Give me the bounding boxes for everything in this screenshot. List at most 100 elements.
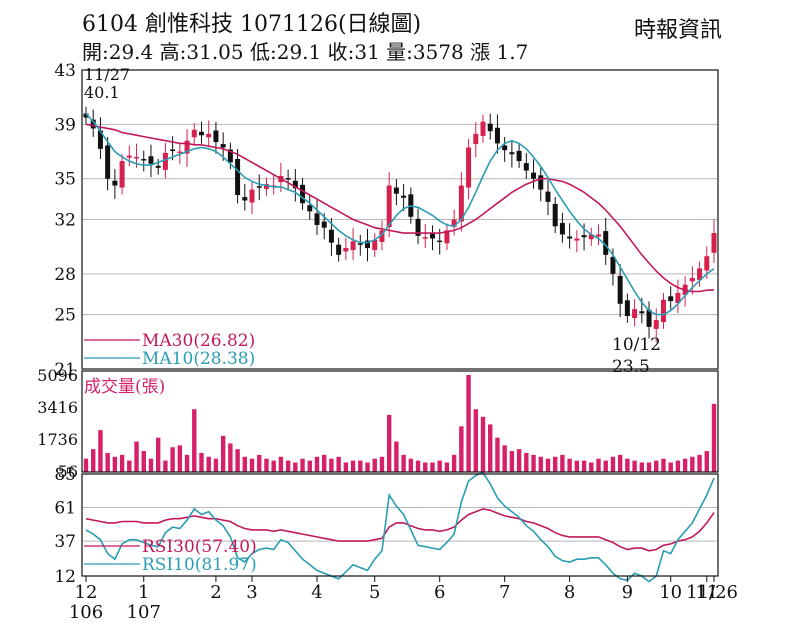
x-tick-label: 3 — [246, 582, 257, 603]
volume-bar — [235, 449, 240, 472]
candle-body — [249, 189, 255, 203]
low-date-label: 10/12 — [612, 335, 661, 355]
candle-body — [307, 205, 313, 212]
rsi30-line — [85, 508, 715, 552]
candle-body — [545, 191, 551, 202]
ma30-line — [85, 123, 715, 293]
rsi10-legend-label: RSI10(81.97) — [142, 555, 257, 575]
candle-body — [184, 140, 190, 154]
data-source-label: 時報資訊 — [633, 18, 722, 43]
candle-body — [119, 161, 125, 188]
x-tick-sublabel: 107 — [127, 602, 161, 623]
volume-bar — [329, 458, 334, 472]
candle-body — [386, 185, 392, 227]
volume-bar — [524, 452, 529, 472]
candle-body — [458, 185, 464, 222]
volume-bar — [199, 452, 204, 472]
volume-bar — [697, 454, 702, 472]
candle-body — [220, 144, 226, 148]
volume-bar — [581, 460, 587, 472]
candle-body — [559, 222, 565, 235]
candle-body — [581, 235, 587, 238]
candle-body — [624, 300, 630, 316]
candle-body — [191, 129, 197, 138]
volume-bar — [300, 458, 305, 472]
price-tick-label: 35 — [54, 170, 76, 190]
price-tick-label: 28 — [54, 265, 76, 285]
x-tick-label: 11/26 — [686, 582, 738, 603]
volume-bar — [596, 458, 601, 472]
volume-bar — [589, 462, 594, 472]
candle-body — [567, 236, 573, 239]
candle-body — [227, 149, 233, 163]
candle-body — [711, 233, 717, 253]
x-tick-label: 2 — [210, 582, 221, 603]
candle-body — [596, 234, 602, 237]
candle-body — [653, 320, 659, 329]
volume-bar — [350, 460, 356, 472]
volume-bar — [466, 375, 471, 472]
candle-body — [632, 309, 638, 319]
volume-bar — [639, 462, 645, 472]
panel-frame — [81, 473, 719, 577]
volume-bar — [495, 437, 500, 472]
candle-body — [170, 149, 176, 152]
volume-bar — [444, 462, 450, 472]
volume-bar — [242, 456, 248, 472]
volume-bar — [314, 456, 320, 472]
volume-bar — [574, 460, 580, 472]
candle-body — [336, 244, 342, 255]
candle-body — [531, 172, 537, 179]
candle-body — [610, 256, 616, 274]
volume-bar — [112, 456, 118, 472]
candle-body — [83, 113, 89, 118]
volume-tick-label: 56 — [58, 462, 78, 481]
volume-bar — [220, 435, 226, 472]
volume-bar — [567, 458, 572, 472]
volume-bar — [459, 426, 464, 472]
x-tick-label: 6 — [434, 582, 445, 603]
price-tick-label: 21 — [54, 360, 76, 380]
volume-bar — [538, 456, 543, 472]
quote-summary: 開:29.4 高:31.05 低:29.1 收:31 量:3578 漲 1.7 — [82, 40, 529, 64]
ma10-line — [85, 112, 715, 316]
candle-body — [494, 127, 500, 144]
x-tick-label: 8 — [564, 582, 575, 603]
candle-body — [357, 243, 363, 245]
volume-bar — [430, 462, 435, 472]
volume-bar — [307, 460, 312, 472]
volume-bar — [192, 409, 197, 472]
volume-bar — [83, 458, 89, 472]
volume-bar — [206, 456, 211, 472]
candle-body — [235, 159, 241, 196]
rsi-tick-label: 37 — [54, 532, 76, 552]
volume-bar — [264, 458, 269, 472]
candle-body — [256, 186, 262, 188]
volume-bar — [343, 462, 349, 472]
volume-bar — [502, 445, 507, 472]
candle-body — [112, 180, 118, 186]
rsi-tick-label: 85 — [54, 465, 76, 485]
rsi10-line — [85, 471, 715, 583]
volume-bar — [704, 451, 709, 472]
volume-bar — [278, 456, 284, 472]
volume-bar — [155, 437, 161, 472]
volume-bar — [163, 460, 168, 472]
volume-bar — [148, 458, 154, 472]
price-tick-label: 43 — [54, 61, 76, 81]
volume-bar — [451, 454, 457, 472]
candle-body — [588, 234, 594, 240]
candle-body — [704, 256, 710, 271]
volume-bar — [625, 458, 630, 472]
candle-body — [126, 155, 132, 158]
low-value-label: 23.5 — [612, 357, 650, 377]
candle-body — [617, 275, 623, 304]
candle-body — [668, 296, 674, 302]
volume-bar — [365, 462, 370, 472]
volume-bar — [531, 454, 536, 472]
volume-bar — [379, 456, 385, 472]
volume-title: 成交量(張) — [84, 377, 165, 397]
volume-bar — [408, 458, 414, 472]
volume-bar — [654, 460, 659, 472]
